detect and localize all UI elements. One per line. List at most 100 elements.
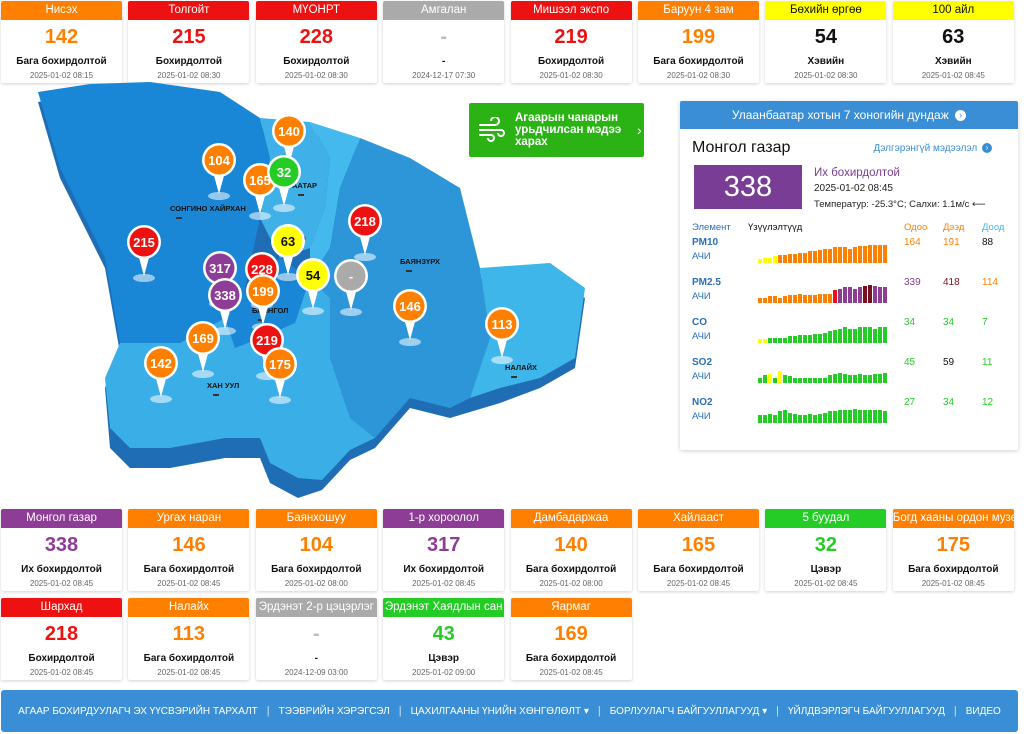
station-pin[interactable]: - [334, 259, 368, 316]
station-pin[interactable]: 218 [348, 204, 382, 261]
panel-header[interactable]: Улаанбаатар хотын 7 хоногийн дундаж › [680, 101, 1018, 129]
district-map[interactable]: СОНГИНО ХАЙРХАНЧИНГЭААТАРБАЯНЗҮРХБАЯНГОЛ… [30, 78, 610, 508]
station-card[interactable]: Ургах наран 146 Бага бохирдолтой 2025-01-02… [128, 509, 250, 591]
station-aqi-level: Хэвийн [807, 56, 845, 67]
station-pin[interactable]: 338 [208, 278, 242, 335]
forecast-button[interactable]: Агаарын чанарын урьдчилсан мэдээ харах › [469, 103, 644, 157]
sparkline-bar [878, 287, 882, 303]
station-card[interactable]: Эрдэнэт Хаядлын сан 43 Цэвэр 2025-01-02 09:… [383, 598, 505, 680]
col-min: Доод [982, 222, 1005, 233]
station-pin[interactable]: 32 [267, 155, 301, 212]
col-now: Одоо [904, 222, 928, 233]
nav-item[interactable]: ҮЙЛДВЭРЛЭГЧ БАЙГУУЛЛАГУУД [779, 706, 954, 717]
station-card[interactable]: Толгойт 215 Бохирдолтой 2025-01-02 08:30 [128, 1, 250, 83]
station-pin[interactable]: 175 [263, 347, 297, 404]
pollutant-name: PM2.5 [692, 277, 721, 288]
station-aqi-value: - [312, 623, 320, 645]
forecast-button-label: Агаарын чанарын урьдчилсан мэдээ харах [515, 112, 622, 148]
station-pin[interactable]: 142 [144, 346, 178, 403]
station-card[interactable]: Дамбадаржаа 140 Бага бохирдолтой 2025-01-02… [510, 509, 632, 591]
sparkline-bar [823, 333, 827, 343]
panel-aqi-level: Их бохирдолтой [814, 167, 900, 179]
district-sukhbaatar[interactable] [310, 122, 360, 278]
nav-item[interactable]: АГААР БОХИРДУУЛАГЧ ЭХ ҮҮСВЭРИЙН ТАРХАЛТ [9, 706, 267, 717]
station-card[interactable]: Монгол газар 338 Их бохирдолтой 2025-01-02 … [1, 509, 122, 591]
station-card[interactable]: 5 буудал 32 Цэвэр 2025-01-02 08:45 [765, 509, 887, 591]
station-timestamp: 2025-01-02 08:30 [666, 71, 731, 80]
station-card[interactable]: МҮОНРТ 228 Бохирдолтой 2025-01-02 08:30 [255, 1, 377, 83]
pollutant-row[interactable]: PM2.5 АЧИ 339 418 114 [692, 275, 1008, 315]
station-card[interactable]: Нисэх 142 Бага бохирдолтой 2025-01-02 08:15 [1, 1, 122, 83]
panel-weather: Температур: -25.3°C; Салхи: 1.1м/с ⟵ [814, 199, 986, 210]
station-card[interactable]: 100 айл 63 Хэвийн 2025-01-02 08:45 [892, 1, 1014, 83]
pollutant-row[interactable]: SO2 АЧИ 45 59 11 [692, 355, 1008, 395]
station-pin[interactable]: 63 [271, 224, 305, 281]
station-card[interactable]: Хайлааст 165 Бага бохирдолтой 2025-01-02 08… [638, 509, 759, 591]
sparkline-bar [883, 287, 887, 303]
station-aqi-level: Бохирдолтой [283, 56, 350, 67]
station-card[interactable]: Баянхошуу 104 Бага бохирдолтой 2025-01-02 0… [255, 509, 377, 591]
nav-separator: | [266, 705, 270, 717]
pollutant-row[interactable]: PM10 АЧИ 164 191 88 [692, 235, 1008, 275]
station-card[interactable]: Амгалан - - 2024-12-17 07:30 [383, 1, 505, 83]
station-timestamp: 2025-01-02 08:30 [794, 71, 858, 80]
more-info-link[interactable]: Дэлгэрэнгүй мэдээлэл › [874, 143, 992, 154]
station-pin[interactable]: 104 [202, 143, 236, 200]
sparkline-bar [873, 286, 877, 303]
district-khan-uul[interactable] [105, 278, 375, 480]
sparkline-bar [773, 256, 777, 263]
pollutant-max: 191 [943, 237, 960, 248]
station-timestamp: 2025-01-02 08:45 [412, 579, 476, 588]
station-card[interactable]: Яармаг 169 Бага бохирдолтой 2025-01-02 08:4… [510, 598, 632, 680]
sparkline-bar [863, 410, 867, 423]
district-label: НАЛАЙХ [505, 363, 537, 372]
district-nalaikh[interactable] [470, 263, 585, 398]
station-aqi-value: 338 [44, 534, 79, 556]
station-card[interactable]: Налайх 113 Бага бохирдолтой 2025-01-02 08:4… [128, 598, 250, 680]
station-pin[interactable]: 169 [186, 321, 220, 378]
station-card[interactable]: Мишээл экспо 219 Бохирдолтой 2025-01-02 08:… [510, 1, 632, 83]
station-card[interactable]: 1-р хороолол 317 Их бохирдолтой 2025-01-02 … [383, 509, 505, 591]
sparkline-bar [838, 373, 842, 383]
station-card[interactable]: Эрдэнэт 2-р цэцэрлэг - - 2024-12-09 03:00 [255, 598, 377, 680]
station-card[interactable]: Шархад 218 Бохирдолтой 2025-01-02 08:45 [1, 598, 122, 680]
district-chingeltei[interactable] [260, 118, 330, 258]
sparkline-bar [808, 414, 812, 423]
station-card[interactable]: Бөхийн өргөө 54 Хэвийн 2025-01-02 08:30 [765, 1, 887, 83]
wind-direction-icon: ⟵ [972, 199, 986, 210]
chevron-circle-icon: › [982, 143, 992, 154]
sparkline-bar [778, 338, 782, 343]
sparkline-bar [858, 246, 862, 263]
pollutant-unit: АЧИ [692, 251, 711, 262]
pollutant-now: 27 [904, 397, 916, 408]
pollutant-row[interactable]: NO2 АЧИ 27 34 12 [692, 395, 1008, 435]
nav-item[interactable]: ТЭЭВРИЙН ХЭРЭГСЭЛ [270, 706, 399, 717]
col-indicators: Үзүүлэлтүүд [748, 222, 803, 233]
sparkline-bar [788, 295, 792, 303]
nav-item[interactable]: ЦАХИЛГААНЫ ҮНИЙН ХӨНГӨЛӨЛТ ▾ [402, 706, 598, 717]
station-card[interactable]: Богд хааны ордон музей 175 Бага бохирдолто… [892, 509, 1014, 591]
map-svg: СОНГИНО ХАЙРХАНЧИНГЭААТАРБАЯНЗҮРХБАЯНГОЛ… [38, 82, 585, 498]
panel-aqi-value: 338 [694, 165, 802, 209]
station-aqi-level: Бага бохирдолтой [143, 653, 235, 664]
station-pin[interactable]: 54 [296, 258, 330, 315]
pollutant-max: 418 [943, 277, 960, 288]
nav-item[interactable]: БОРЛУУЛАГЧ БАЙГУУЛЛАГУУД ▾ [601, 706, 776, 717]
pollutant-row[interactable]: CO АЧИ 34 34 7 [692, 315, 1008, 355]
sparkline-bar [798, 253, 802, 263]
pin-value: 113 [492, 317, 513, 332]
station-pin[interactable]: 146 [393, 289, 427, 346]
station-pin[interactable]: 215 [127, 225, 161, 282]
station-pin[interactable]: 113 [485, 307, 519, 364]
sparkline-bar [853, 329, 857, 343]
station-aqi-level: Бага бохирдолтой [143, 564, 235, 575]
nav-item[interactable]: ВИДЕО [957, 706, 1010, 717]
sparkline-bar [768, 374, 772, 383]
sparkline-bar [763, 415, 767, 423]
station-card[interactable]: Баруун 4 зам 199 Бага бохирдолтой 2025-01-0… [638, 1, 759, 83]
pin-value: 146 [399, 299, 421, 314]
sparkline-bar [778, 255, 782, 263]
sparkline-bar [803, 415, 807, 423]
station-aqi-level: Бага бохирдолтой [908, 564, 999, 575]
sparkline-bar [788, 376, 792, 383]
